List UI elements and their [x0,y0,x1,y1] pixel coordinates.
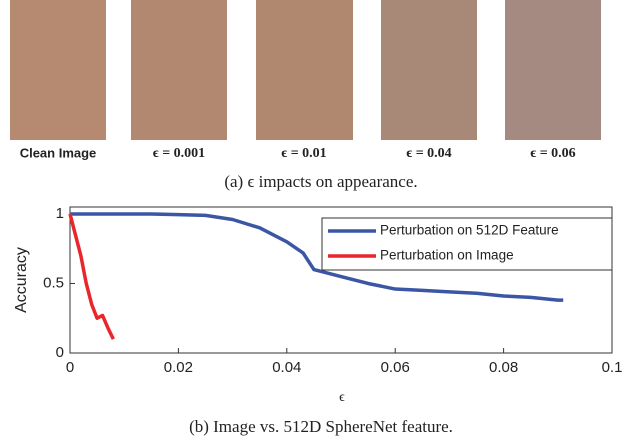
x-tick-label: 0 [66,359,74,376]
image-label: ϵ = 0.01 [281,146,326,161]
face-image [10,0,106,140]
y-tick-label: 1 [56,205,64,222]
caption: (a) ϵ impacts on appearance. [224,172,417,191]
x-tick-label: 0.1 [602,359,623,376]
image-label: ϵ = 0.001 [153,146,205,161]
image-row [10,0,601,140]
image-label: Clean Image [20,145,97,160]
y-tick-label: 0 [56,344,64,361]
x-tick-label: 0.04 [272,359,301,376]
legend-box [321,217,613,271]
series-line [68,213,115,340]
image-label: ϵ = 0.06 [530,146,575,161]
x-axis-label: ϵ [339,390,345,405]
face-image [131,0,227,140]
y-tick-label: 0.5 [43,274,64,291]
face-image [256,0,353,140]
series-line [70,212,564,302]
caption: (b) Image vs. 512D SphereNet feature. [189,417,453,436]
image-label: ϵ = 0.04 [406,146,451,161]
face-image [505,0,601,140]
x-tick-label: 0.06 [381,359,410,376]
x-tick-label: 0.08 [489,359,518,376]
x-tick-label: 0.02 [164,359,193,376]
face-image [381,0,477,140]
legend-label: Perturbation on Image [380,248,514,263]
y-axis-label: Accuracy [13,247,30,313]
legend-label: Perturbation on 512D Feature [380,223,559,238]
